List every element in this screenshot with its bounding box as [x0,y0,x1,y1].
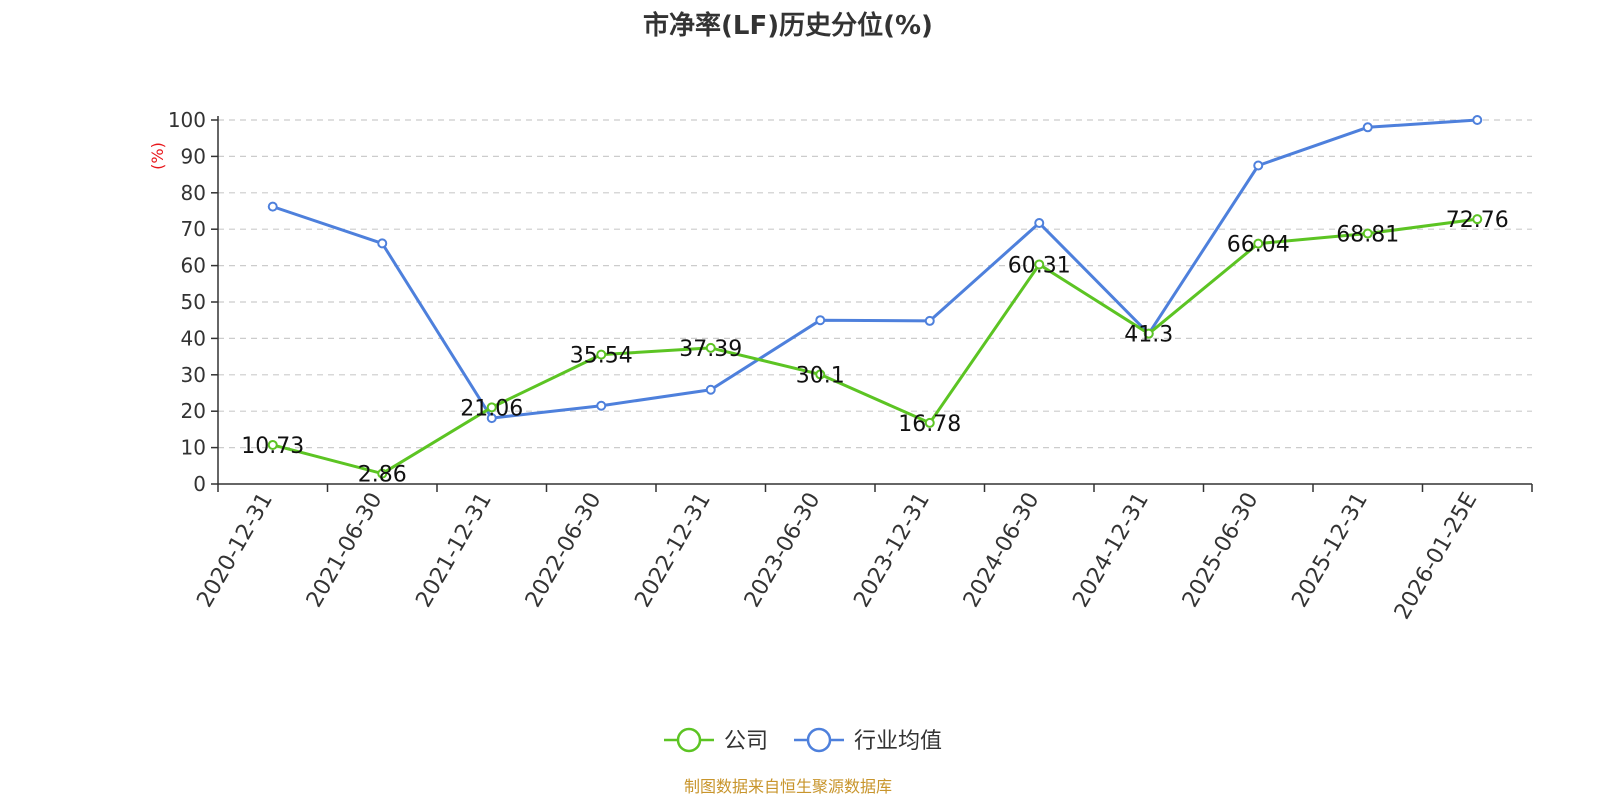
legend-label: 公司 [724,729,768,754]
legend-circle-icon [806,727,832,753]
y-axis-unit-label: (%) [148,142,167,170]
legend-label: 行业均值 [854,729,942,754]
legend-item-0[interactable]: 公司 [664,727,768,754]
data-label: 2.86 [358,463,407,488]
data-point[interactable] [377,238,388,249]
series-line-0 [272,217,1478,476]
source-note: 制图数据来自恒生聚源数据库 [684,777,892,796]
legend-item-1[interactable]: 行业均值 [794,727,942,754]
data-label: 10.73 [241,434,304,459]
data-label: 60.31 [1008,253,1071,278]
data-point[interactable] [924,417,935,428]
data-point[interactable] [486,413,497,424]
data-point[interactable] [1034,259,1045,270]
x-tick-label: 2022-12-31 [630,489,716,612]
data-point[interactable] [596,400,607,411]
x-tick-label: 2021-06-30 [302,489,388,612]
y-tick-label: 90 [181,144,206,168]
data-label: 66.04 [1227,233,1290,258]
legend-circle-icon [676,727,702,753]
data-point[interactable] [705,342,716,353]
y-tick-label: 70 [181,217,206,241]
data-point[interactable] [1472,214,1483,225]
y-tick-label: 10 [181,436,206,460]
data-point[interactable] [705,384,716,395]
x-tick-label: 2024-06-30 [959,489,1045,612]
data-label: 35.54 [570,344,633,369]
data-label: 16.78 [898,412,961,437]
data-point[interactable] [1362,122,1373,133]
data-point[interactable] [377,468,388,479]
data-point[interactable] [267,439,278,450]
data-point[interactable] [596,349,607,360]
x-tick-label: 2025-06-30 [1178,489,1264,612]
data-label: 68.81 [1336,223,1399,248]
y-tick-label: 60 [181,254,206,278]
series-lines [267,115,1483,479]
series-line-1 [272,118,1478,420]
x-tick-label: 2023-06-30 [740,489,826,612]
data-label: 41.3 [1124,323,1173,348]
data-point[interactable] [1472,115,1483,125]
data-labels: 10.73 2.86 21.06 35.54 37.39 30.1 16.78 60.31 41… [241,208,1508,487]
y-tick-label: 30 [181,363,206,387]
x-tick-label: 2023-12-31 [849,489,935,612]
data-point[interactable] [1253,160,1264,171]
axes: 0 10 20 30 40 50 60 70 80 90 100 2020-12-31 2021-06-… [168,108,1533,624]
data-point[interactable] [1034,218,1045,229]
data-label: 72.76 [1446,208,1509,233]
x-tick-label: 2022-06-30 [521,489,607,612]
data-point[interactable] [815,315,826,326]
y-tick-label: 0 [193,472,206,496]
x-tick-label: 2021-12-31 [411,489,497,612]
data-label: 30.1 [796,363,845,388]
chart-title: 市净率(LF)历史分位(%) [643,10,933,41]
y-tick-label: 20 [181,399,206,423]
x-tick-label: 2026-01-25E [1390,489,1483,624]
data-point[interactable] [815,369,826,380]
data-label: 21.06 [460,396,523,421]
x-tick-label: 2020-12-31 [192,489,278,612]
data-point[interactable] [486,402,497,413]
legend[interactable]: 公司 行业均值 [664,727,942,754]
data-label: 37.39 [679,337,742,362]
y-tick-label: 100 [168,108,206,132]
grid-lines [218,119,1532,449]
data-point[interactable] [1362,228,1373,239]
x-tick-label: 2024-12-31 [1068,489,1154,612]
data-point[interactable] [924,315,935,326]
y-tick-label: 80 [181,181,206,205]
data-point[interactable] [1143,328,1154,339]
x-tick-label: 2025-12-31 [1287,489,1373,612]
data-point[interactable] [267,201,278,212]
y-tick-label: 40 [181,326,206,350]
data-point[interactable] [1253,238,1264,249]
y-tick-label: 50 [181,290,206,314]
